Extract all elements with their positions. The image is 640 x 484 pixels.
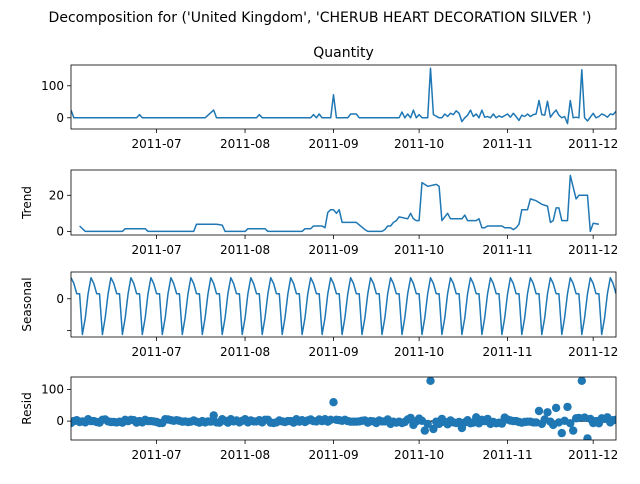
resid-point xyxy=(569,426,578,435)
resid-point xyxy=(577,377,586,385)
seasonal-panel: Seasonal 0 2011-07 2011-08 2011-09 2011-10 201… xyxy=(20,271,618,359)
trend-panel: Trend 0 20 2011-07 2011-08 2011-09 2011-10 2011… xyxy=(20,169,618,257)
resid-panel: Resid 0 100 2011-07 2011-08 2011-09 2011-10 201… xyxy=(20,376,618,462)
x-tick-label: 2011-09 xyxy=(308,243,358,257)
resid-point xyxy=(566,419,575,428)
resid-point xyxy=(543,408,552,417)
x-tick-label: 2011-11 xyxy=(483,243,533,257)
x-tick-label: 2011-07 xyxy=(132,243,182,257)
series-line xyxy=(71,67,616,125)
resid-point xyxy=(423,419,432,429)
resid-point xyxy=(534,406,544,416)
x-tick-label: 2011-08 xyxy=(220,243,270,257)
x-tick-label: 2011-10 xyxy=(394,448,444,462)
x-tick-label: 2011-07 xyxy=(132,448,182,462)
y-tick-label: 0 xyxy=(56,111,64,125)
plot-area xyxy=(79,174,600,233)
axes-frame xyxy=(70,64,617,130)
axes-frame xyxy=(70,169,617,236)
y-tick-label: 100 xyxy=(41,383,64,397)
figure-suptitle: Decomposition for ('United Kingdom', 'CH… xyxy=(49,10,592,26)
resid-point xyxy=(563,402,572,412)
y-tick-label: 0 xyxy=(56,224,64,238)
resid-point xyxy=(429,424,438,434)
x-tick-label: 2011-08 xyxy=(220,345,270,359)
x-tick-label: 2011-08 xyxy=(220,137,270,151)
plot-area xyxy=(71,377,616,440)
x-tick-label: 2011-07 xyxy=(132,137,182,151)
x-tick-label: 2011-09 xyxy=(308,137,358,151)
x-tick-label: 2011-11 xyxy=(483,345,533,359)
y-tick-label: 0 xyxy=(56,414,64,428)
y-tick-label: 100 xyxy=(41,79,64,93)
x-tick-label: 2011-12 xyxy=(568,345,618,359)
x-tick-label: 2011-12 xyxy=(568,448,618,462)
resid-point xyxy=(209,411,218,420)
panel-title: Quantity xyxy=(313,45,374,61)
y-tick-label: 0 xyxy=(56,292,64,306)
plot-area xyxy=(71,67,616,125)
x-tick-label: 2011-11 xyxy=(483,448,533,462)
series-line xyxy=(79,174,600,233)
x-tick-label: 2011-11 xyxy=(483,137,533,151)
resid-point xyxy=(557,428,566,438)
axes-frame xyxy=(70,376,617,441)
x-tick-label: 2011-09 xyxy=(308,345,358,359)
series-line xyxy=(71,276,616,336)
plot-area xyxy=(71,276,616,336)
resid-point xyxy=(329,398,338,407)
resid-point xyxy=(426,377,435,385)
y-axis-label: Trend xyxy=(20,186,34,220)
x-tick-label: 2011-10 xyxy=(394,243,444,257)
x-tick-label: 2011-08 xyxy=(220,448,270,462)
resid-point xyxy=(551,403,561,413)
resid-point xyxy=(611,415,616,424)
y-axis-label: Resid xyxy=(20,392,34,424)
y-axis-label: Seasonal xyxy=(20,277,34,331)
axes-frame xyxy=(70,271,617,338)
x-tick-label: 2011-12 xyxy=(568,137,618,151)
x-tick-label: 2011-12 xyxy=(568,243,618,257)
x-tick-label: 2011-09 xyxy=(308,448,358,462)
quantity-panel: Quantity 0 100 2011-07 2011-08 2011-09 2011-10… xyxy=(41,45,618,151)
y-tick-label: 20 xyxy=(49,188,64,202)
x-tick-label: 2011-10 xyxy=(394,345,444,359)
x-tick-label: 2011-10 xyxy=(394,137,444,151)
x-tick-label: 2011-07 xyxy=(132,345,182,359)
resid-point xyxy=(583,434,592,440)
resid-point xyxy=(420,426,429,435)
